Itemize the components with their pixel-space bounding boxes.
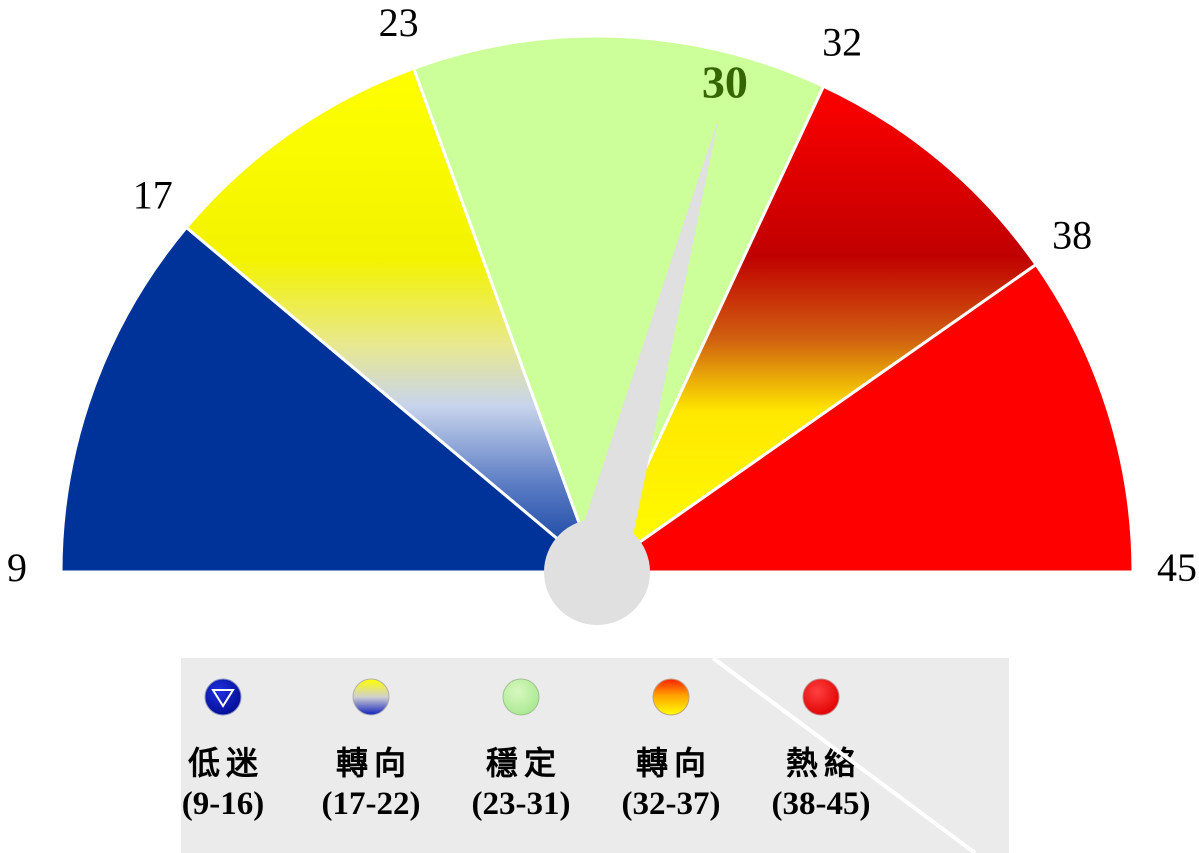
legend-item-stable: 穩定 (23-31) [446, 658, 596, 853]
gauge-band-1 [184, 66, 601, 577]
legend-item-hot: 熱絡 (38-45) [746, 658, 896, 853]
legend-range: (32-37) [621, 786, 721, 822]
gauge-tick-label-3: 32 [822, 20, 862, 65]
gauge-band-2 [411, 34, 826, 576]
gauge-tick-label-4: 38 [1052, 212, 1092, 257]
legend-label: 轉向 [335, 744, 412, 782]
legend-range: (23-31) [471, 786, 571, 822]
yellow-blue-circle-icon [352, 678, 390, 716]
gauge-value-label: 30 [702, 57, 748, 108]
legend-item-turning-down: 轉向 (32-37) [596, 658, 746, 853]
gauge-tick-label-1: 17 [133, 172, 173, 217]
legend-label: 穩定 [485, 744, 562, 782]
gauge-needle [569, 118, 719, 580]
legend-label: 熱絡 [785, 744, 862, 782]
gauge-hub [544, 519, 650, 625]
gauge-band-3 [593, 84, 1039, 577]
gauge-tick-label-0: 9 [7, 545, 27, 590]
legend: 低迷 (9-16) 轉向 (17-22) 穩定 (23-31) 轉向 (32-3… [181, 658, 1009, 853]
gauge-tick-label-5: 45 [1157, 545, 1197, 590]
red-circle-icon [802, 678, 840, 716]
red-yellow-circle-icon [652, 678, 690, 716]
green-circle-icon [502, 678, 540, 716]
legend-range: (38-45) [771, 786, 871, 822]
gauge-tick-label-2: 23 [379, 0, 419, 45]
legend-label: 轉向 [635, 744, 712, 782]
legend-item-low: 低迷 (9-16) [148, 658, 298, 853]
legend-item-turning-up: 轉向 (17-22) [296, 658, 446, 853]
legend-label: 低迷 [187, 744, 264, 782]
legend-range: (17-22) [321, 786, 421, 822]
legend-range: (9-16) [181, 786, 265, 822]
gauge-band-4 [592, 262, 1135, 574]
gauge-band-0 [59, 225, 602, 574]
blue-down-triangle-icon [204, 678, 242, 716]
